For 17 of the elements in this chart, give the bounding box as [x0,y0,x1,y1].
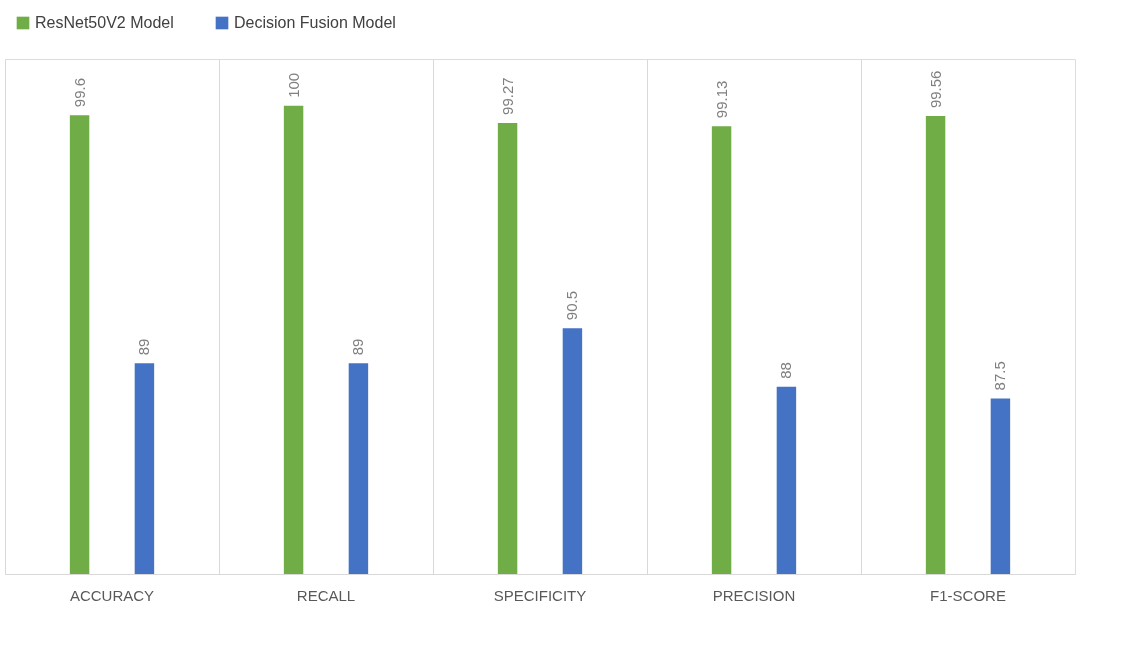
x-tick-label: PRECISION [712,586,796,604]
data-label: 99.27 [498,77,516,115]
data-label: 89 [135,338,153,356]
x-tick-label: ACCURACY [69,586,155,604]
legend-label: ResNet50V2 Model [35,14,174,31]
legend-label: Decision Fusion Model [234,14,396,31]
data-label: 99.6 [70,77,88,108]
x-tick-label: SPECIFICITY [493,586,587,604]
data-label: 90.5 [563,291,581,321]
data-label: 100 [284,72,302,98]
data-label: 89 [349,338,367,356]
data-label: 99.56 [926,70,944,109]
data-label: 88 [777,362,795,379]
data-label: 99.13 [712,80,730,119]
x-tick-label: RECALL [296,586,356,604]
x-tick-label: F1-SCORE [930,586,1006,604]
data-label: 87.5 [991,361,1009,391]
